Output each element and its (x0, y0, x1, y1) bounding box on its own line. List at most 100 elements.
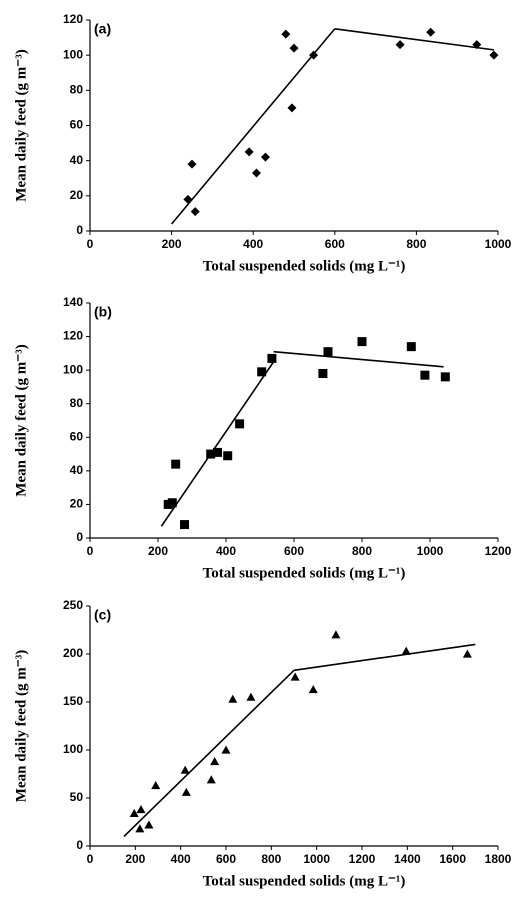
y-tick-label: 40 (70, 463, 84, 477)
data-point (267, 353, 277, 363)
data-point (206, 775, 216, 784)
y-tick-label: 80 (70, 396, 84, 410)
x-tick-label: 400 (216, 544, 236, 558)
x-tick-label: 1000 (303, 852, 330, 866)
y-tick-label: 0 (76, 530, 83, 544)
data-point (290, 672, 300, 681)
data-point (223, 451, 233, 461)
data-point (228, 694, 238, 703)
data-point (181, 787, 191, 796)
x-tick-label: 1400 (394, 852, 421, 866)
data-point (183, 194, 193, 204)
panel: 0 20 40 60 80 100 120 140 0 200 400 600 800 1000 1200 T… (13, 295, 511, 581)
fit-line (334, 27, 495, 51)
data-point (190, 207, 200, 217)
y-tick-label: 120 (63, 12, 83, 26)
fit-line (160, 361, 275, 527)
data-point (167, 498, 177, 508)
panel: 0 20 40 60 80 100 120 0 200 400 600 800 1000 Total su… (13, 12, 511, 274)
x-tick-label: 1200 (485, 544, 512, 558)
data-point (187, 159, 197, 169)
y-tick-label: 60 (70, 118, 84, 132)
x-tick-label: 400 (171, 852, 191, 866)
data-point (235, 419, 245, 429)
data-point (180, 765, 190, 774)
data-point (401, 646, 411, 655)
x-tick-label: 1600 (439, 852, 466, 866)
fit-line (293, 643, 476, 672)
y-axis-label: Mean daily feed (g m⁻³) (13, 344, 29, 496)
y-tick-label: 0 (76, 838, 83, 852)
x-axis-label: Total suspended solids (mg L⁻¹) (203, 565, 406, 581)
data-point (308, 685, 318, 694)
data-point (357, 337, 367, 347)
y-tick-label: 140 (63, 295, 83, 309)
data-point (426, 27, 436, 37)
x-tick-label: 0 (87, 852, 94, 866)
data-point (246, 692, 256, 701)
data-point (489, 50, 499, 60)
y-tick-label: 100 (63, 742, 83, 756)
y-tick-label: 120 (63, 329, 83, 343)
data-point (151, 781, 161, 790)
data-point (180, 520, 190, 530)
x-tick-label: 1000 (417, 544, 444, 558)
fit-line (170, 28, 336, 225)
x-tick-label: 800 (261, 852, 281, 866)
data-point (144, 820, 154, 829)
x-tick-label: 400 (243, 237, 263, 251)
x-tick-label: 200 (148, 544, 168, 558)
data-point (210, 757, 220, 766)
y-tick-label: 60 (70, 429, 84, 443)
data-point (135, 824, 145, 833)
y-tick-label: 20 (70, 497, 84, 511)
y-tick-label: 150 (63, 694, 83, 708)
panel: 0 50 100 150 200 250 0 200 400 600 800 1000 1200 1400… (13, 598, 511, 889)
data-point (406, 342, 416, 352)
fit-line (273, 350, 444, 368)
x-tick-label: 0 (87, 544, 94, 558)
x-tick-label: 0 (87, 237, 94, 251)
y-axis-label: Mean daily feed (g m⁻³) (13, 650, 29, 802)
data-point (472, 40, 482, 50)
x-tick-label: 1800 (485, 852, 512, 866)
data-point (420, 370, 430, 380)
y-tick-label: 200 (63, 646, 83, 660)
panel-label: (b) (94, 304, 112, 320)
y-tick-label: 100 (63, 362, 83, 376)
x-tick-label: 800 (352, 544, 372, 558)
data-point (257, 367, 267, 377)
y-tick-label: 20 (70, 188, 84, 202)
data-point (244, 147, 254, 157)
y-tick-label: 80 (70, 83, 84, 97)
fit-line (123, 669, 295, 837)
data-point (129, 808, 139, 817)
data-point (221, 745, 231, 754)
data-point (260, 152, 270, 162)
x-tick-label: 1000 (485, 237, 512, 251)
panel-label: (a) (94, 21, 111, 37)
y-tick-label: 100 (63, 47, 83, 61)
x-tick-label: 200 (162, 237, 182, 251)
data-point (323, 347, 333, 357)
x-axis-label: Total suspended solids (mg L⁻¹) (203, 873, 406, 889)
data-point (318, 369, 328, 378)
x-tick-label: 1200 (349, 852, 376, 866)
data-point (206, 449, 216, 459)
data-point (251, 168, 261, 178)
x-tick-label: 600 (284, 544, 304, 558)
data-point (331, 630, 341, 639)
x-tick-label: 600 (325, 237, 345, 251)
data-point (287, 103, 297, 113)
panel-label: (c) (94, 607, 111, 623)
data-point (171, 459, 181, 469)
y-tick-label: 250 (63, 598, 83, 612)
y-tick-label: 50 (70, 790, 84, 804)
x-axis-label: Total suspended solids (mg L⁻¹) (203, 258, 406, 274)
x-tick-label: 200 (125, 852, 145, 866)
data-point (213, 447, 222, 457)
data-point (309, 50, 319, 60)
data-point (289, 43, 299, 53)
data-point (136, 805, 146, 814)
data-point (440, 372, 450, 382)
